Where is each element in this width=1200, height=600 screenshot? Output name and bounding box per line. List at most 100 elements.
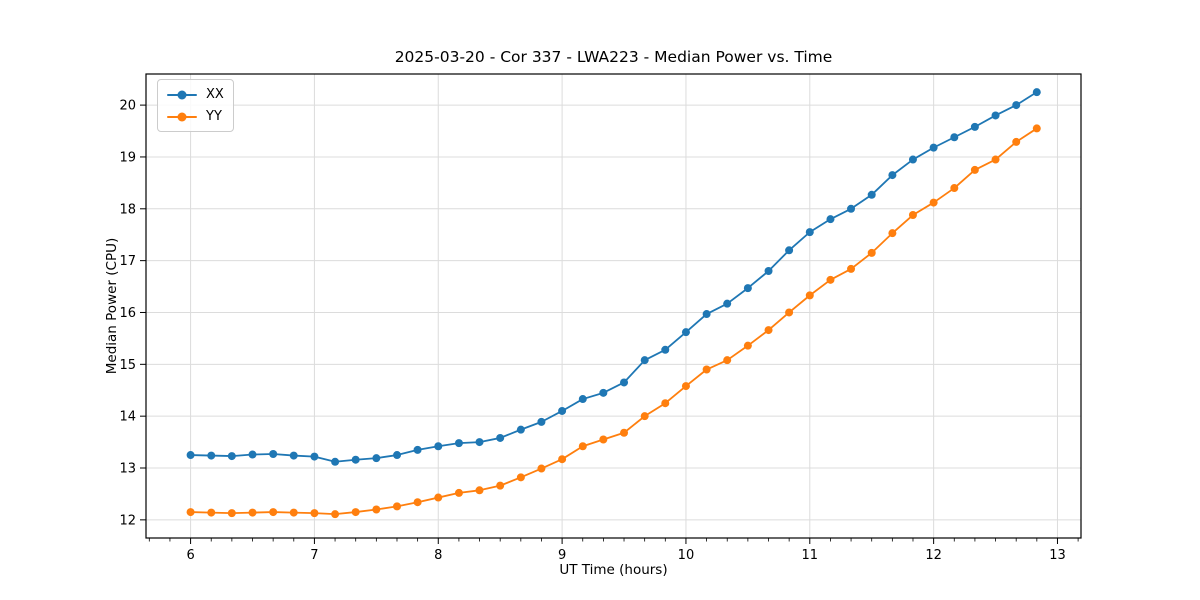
y-tick-label: 20 [119, 99, 136, 114]
legend-item-xx: XX [167, 85, 224, 104]
series-xx-marker [289, 451, 298, 460]
legend-marker-xx-icon [167, 90, 197, 99]
series-yy-marker [950, 184, 959, 193]
series-xx-marker [743, 284, 752, 293]
series-xx-marker [372, 454, 381, 463]
series-yy-marker [475, 486, 484, 495]
series-yy-marker [888, 229, 897, 238]
series-yy-marker [331, 510, 340, 519]
series-yy-marker [599, 435, 608, 444]
series-yy-marker [207, 508, 216, 517]
series-yy-marker [929, 198, 938, 207]
series-yy-marker [413, 498, 422, 507]
series-yy-marker [351, 508, 360, 517]
series-xx-marker [413, 445, 422, 454]
series-yy-marker [785, 308, 794, 317]
plot-frame [145, 73, 1082, 539]
y-axis-label: Median Power (CPU) [104, 237, 120, 375]
series-xx-marker [620, 378, 629, 387]
series-yy-marker [537, 464, 546, 473]
series-yy-marker [723, 356, 732, 365]
x-tick-label: 8 [434, 548, 442, 563]
series-xx-marker [516, 425, 525, 434]
series-xx-line [189, 91, 1038, 463]
series-xx-marker [826, 215, 835, 224]
series-yy-marker [289, 508, 298, 517]
series-xx-marker [227, 452, 236, 461]
series-yy-marker [908, 211, 917, 220]
series-xx-marker [950, 133, 959, 142]
series-xx-marker [785, 246, 794, 255]
series-xx-marker [929, 143, 938, 152]
series-yy-marker [681, 382, 690, 391]
series-xx-marker [434, 442, 443, 451]
series-xx-marker [1032, 88, 1041, 97]
series-xx-marker [661, 345, 670, 354]
series-xx-marker [310, 452, 319, 461]
series-xx-marker [599, 388, 608, 397]
series-yy-marker [620, 428, 629, 437]
series-yy-marker [310, 509, 319, 518]
series-yy-marker [826, 275, 835, 284]
x-tick-label: 13 [1049, 548, 1066, 563]
series-xx-marker [888, 171, 897, 180]
series-xx-marker [681, 328, 690, 337]
y-tick-label: 18 [119, 202, 136, 217]
y-tick-label: 19 [119, 150, 136, 165]
series-xx-marker [186, 451, 195, 460]
y-tick-label: 14 [119, 410, 136, 425]
series-yy-marker [661, 399, 670, 408]
series-yy-marker [970, 165, 979, 174]
series-xx-marker [269, 450, 278, 459]
series-yy-marker [743, 341, 752, 350]
series-yy-marker [269, 508, 278, 517]
series-yy-marker [393, 502, 402, 511]
chart-title: 2025-03-20 - Cor 337 - LWA223 - Median P… [394, 48, 833, 66]
series-yy-marker [227, 509, 236, 518]
series-xx-marker [496, 433, 505, 442]
series-yy-marker [558, 455, 567, 464]
legend-label-yy: YY [206, 109, 222, 124]
series-yy-marker [516, 473, 525, 482]
series-xx-marker [537, 417, 546, 426]
x-tick-label: 7 [310, 548, 318, 563]
series-yy-marker [186, 508, 195, 517]
series-xx-marker [640, 356, 649, 365]
y-tick-label: 15 [119, 358, 136, 373]
series-xx-marker [702, 310, 711, 319]
x-tick-label: 6 [186, 548, 194, 563]
series-xx-marker [908, 155, 917, 164]
legend-item-yy: YY [167, 107, 224, 126]
series-xx-marker [970, 122, 979, 131]
series-yy-marker [454, 488, 463, 497]
series-yy-marker [372, 505, 381, 514]
series-xx-marker [248, 450, 257, 459]
series-yy-marker [764, 326, 773, 335]
series-yy-marker [1012, 137, 1021, 146]
series-yy-marker [434, 493, 443, 502]
series-xx-marker [1012, 101, 1021, 110]
series-xx-marker [578, 395, 587, 404]
series-yy-marker [640, 412, 649, 421]
y-tick-label: 13 [119, 462, 136, 477]
series-xx-marker [475, 438, 484, 447]
series-xx-marker [331, 457, 340, 466]
series-xx-marker [867, 190, 876, 199]
x-axis-label: UT Time (hours) [559, 562, 668, 578]
x-tick-label: 11 [802, 548, 819, 563]
x-tick-label: 9 [558, 548, 566, 563]
series-xx-marker [393, 451, 402, 460]
series-xx-marker [723, 299, 732, 308]
series-yy-marker [702, 365, 711, 374]
series-yy-marker [847, 264, 856, 273]
series-xx-marker [351, 455, 360, 464]
series-yy-marker [867, 248, 876, 257]
series-xx-marker [847, 204, 856, 213]
x-tick-label: 10 [678, 548, 695, 563]
series-yy-marker [1032, 124, 1041, 133]
series-yy-marker [496, 481, 505, 490]
series-xx-marker [805, 228, 814, 237]
y-tick-label: 12 [119, 513, 136, 528]
